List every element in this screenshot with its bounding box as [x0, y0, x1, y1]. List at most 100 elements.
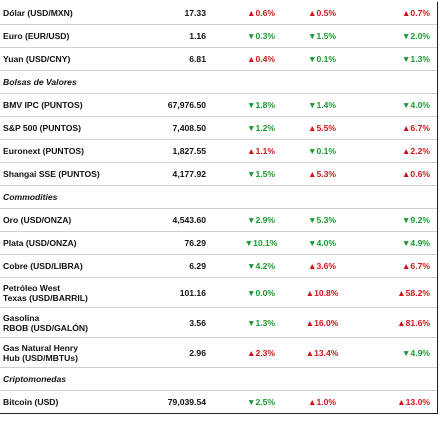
- section-row: Commodities: [0, 186, 437, 209]
- table-row: Shangai SSE (PUNTOS) 4,177.92 ▼1.5% ▲5.3% ▲0…: [0, 163, 437, 186]
- table-row: S&P 500 (PUNTOS) 7,408.50 ▼1.2% ▲5.5% ▲6.7%: [0, 117, 437, 140]
- change: ▲0.4%: [246, 54, 276, 64]
- price: 4,543.60: [172, 215, 206, 225]
- instrument-name: Gasolina RBOB (USD/GALÓN): [3, 308, 143, 337]
- change: ▲2.2%: [401, 146, 430, 156]
- change: ▼9.2%: [401, 215, 430, 225]
- section-title: Criptomonedas: [3, 374, 67, 384]
- table-row: Oro (USD/ONZA) 4,543.60 ▼2.9% ▼5.3% ▼9.2%: [0, 209, 437, 232]
- price: 6.81: [189, 54, 206, 64]
- change: ▼0.1%: [307, 146, 337, 156]
- section-row: Criptomonedas: [0, 368, 437, 391]
- name-line: Yuan (USD/CNY): [3, 54, 71, 64]
- change: ▼1.3%: [401, 54, 430, 64]
- change: ▲2.3%: [246, 347, 276, 358]
- instrument-name: Cobre (USD/LIBRA): [3, 255, 143, 277]
- change: ▼0.3%: [246, 31, 276, 41]
- change: ▼2.9%: [246, 215, 276, 225]
- name-line: Hub (USD/MBTUs): [3, 352, 78, 363]
- instrument-name: Oro (USD/ONZA): [3, 209, 143, 231]
- name-line: Shangai SSE (PUNTOS): [3, 169, 100, 179]
- instrument-name: Petróleo West Texas (USD/BARRIL): [3, 278, 143, 307]
- change: ▲0.6%: [401, 169, 430, 179]
- change: ▼4.9%: [401, 347, 430, 358]
- name-line: Gasolina: [3, 312, 40, 323]
- price: 79,039.54: [167, 397, 206, 407]
- price: 17.33: [184, 8, 206, 18]
- instrument-name: Euro (EUR/USD): [3, 25, 143, 47]
- table-row: Plata (USD/ONZA) 76.29 ▼10.1% ▼4.0% ▼4.9%: [0, 232, 437, 255]
- change: ▲0.6%: [246, 8, 276, 18]
- name-line: Gas Natural Henry: [3, 342, 78, 353]
- table-row: Dólar (USD/MXN) 17.33 ▲0.6% ▲0.5% ▲0.7%: [0, 2, 437, 25]
- change: ▲5.5%: [307, 123, 337, 133]
- price: 76.29: [184, 238, 206, 248]
- instrument-name: Shangai SSE (PUNTOS): [3, 163, 143, 185]
- change: ▲0.5%: [307, 8, 337, 18]
- table-row: Petróleo West Texas (USD/BARRIL) 101.16 ▼0.…: [0, 278, 437, 308]
- change: ▼0.0%: [246, 287, 276, 298]
- change: ▼0.1%: [307, 54, 337, 64]
- name-line: Oro (USD/ONZA): [3, 215, 72, 225]
- price: 101.16: [179, 287, 206, 298]
- change: ▲13.0%: [397, 397, 430, 407]
- instrument-name: S&P 500 (PUNTOS): [3, 117, 143, 139]
- change: ▼1.8%: [246, 100, 276, 110]
- change: ▼1.2%: [246, 123, 276, 133]
- change: ▼4.0%: [307, 238, 337, 248]
- instrument-name: Gas Natural Henry Hub (USD/MBTUs): [3, 338, 143, 367]
- change: ▼4.0%: [401, 100, 430, 110]
- table-row: Bitcoin (USD) 79,039.54 ▼2.5% ▲1.0% ▲13.0%: [0, 391, 437, 414]
- change: ▼4.9%: [401, 238, 430, 248]
- name-line: Dólar (USD/MXN): [3, 8, 73, 18]
- price: 3.56: [189, 317, 206, 328]
- name-line: BMV IPC (PUNTOS): [3, 100, 83, 110]
- change: ▼4.2%: [246, 261, 276, 271]
- change: ▼10.1%: [244, 238, 278, 248]
- table-row: Cobre (USD/LIBRA) 6.29 ▼4.2% ▲3.6% ▲6.7%: [0, 255, 437, 278]
- change: ▲13.4%: [305, 347, 339, 358]
- instrument-name: Bitcoin (USD): [3, 391, 143, 413]
- change: ▼1.5%: [246, 169, 276, 179]
- price: 7,408.50: [172, 123, 206, 133]
- change: ▲1.0%: [307, 397, 337, 407]
- change: ▼2.5%: [246, 397, 276, 407]
- change: ▲0.7%: [401, 8, 430, 18]
- change: ▼1.4%: [307, 100, 337, 110]
- price: 4,177.92: [172, 169, 206, 179]
- change: ▲6.7%: [401, 123, 430, 133]
- change: ▼1.3%: [246, 317, 276, 328]
- change: ▲58.2%: [397, 287, 430, 298]
- section-title: Commodities: [3, 192, 58, 202]
- instrument-name: Plata (USD/ONZA): [3, 232, 143, 254]
- name-line: Texas (USD/BARRIL): [3, 292, 88, 303]
- section-title: Bolsas de Valores: [3, 77, 77, 87]
- change: ▲16.0%: [305, 317, 339, 328]
- price: 1.16: [189, 31, 206, 41]
- name-line: Bitcoin (USD): [3, 397, 59, 407]
- table-row: Gas Natural Henry Hub (USD/MBTUs) 2.96 ▲2.3…: [0, 338, 437, 368]
- change: ▲6.7%: [401, 261, 430, 271]
- name-line: RBOB (USD/GALÓN): [3, 322, 88, 333]
- table-row: Euro (EUR/USD) 1.16 ▼0.3% ▼1.5% ▼2.0%: [0, 25, 437, 48]
- price: 67,976.50: [167, 100, 206, 110]
- change: ▼5.3%: [307, 215, 337, 225]
- name-line: Cobre (USD/LIBRA): [3, 261, 83, 271]
- change: ▲10.8%: [305, 287, 339, 298]
- change: ▲3.6%: [307, 261, 337, 271]
- market-table: Dólar (USD/MXN) 17.33 ▲0.6% ▲0.5% ▲0.7% Euro …: [0, 2, 438, 414]
- instrument-name: Euronext (PUNTOS): [3, 140, 143, 162]
- change: ▲5.3%: [307, 169, 337, 179]
- name-line: Euronext (PUNTOS): [3, 146, 85, 156]
- price: 2.96: [189, 347, 206, 358]
- price: 6.29: [189, 261, 206, 271]
- name-line: Euro (EUR/USD): [3, 31, 70, 41]
- table-row: Euronext (PUNTOS) 1,827.55 ▲1.1% ▼0.1% ▲2.2%: [0, 140, 437, 163]
- table-row: Yuan (USD/CNY) 6.81 ▲0.4% ▼0.1% ▼1.3%: [0, 48, 437, 71]
- table-row: BMV IPC (PUNTOS) 67,976.50 ▼1.8% ▼1.4% ▼4.0%: [0, 94, 437, 117]
- instrument-name: BMV IPC (PUNTOS): [3, 94, 143, 116]
- name-line: S&P 500 (PUNTOS): [3, 123, 82, 133]
- change: ▼2.0%: [401, 31, 430, 41]
- table-row: Gasolina RBOB (USD/GALÓN) 3.56 ▼1.3% ▲16.0% ▲…: [0, 308, 437, 338]
